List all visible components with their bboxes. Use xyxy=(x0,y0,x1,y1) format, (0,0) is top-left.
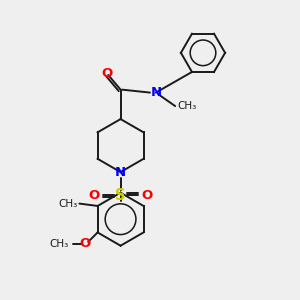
Text: CH₃: CH₃ xyxy=(58,199,78,208)
Text: O: O xyxy=(101,67,112,80)
Text: N: N xyxy=(150,86,161,99)
Text: S: S xyxy=(115,188,126,202)
Text: O: O xyxy=(79,237,90,250)
Text: O: O xyxy=(88,188,100,202)
Text: CH₃: CH₃ xyxy=(178,101,197,111)
Text: N: N xyxy=(115,166,126,178)
Text: CH₃: CH₃ xyxy=(50,238,69,249)
Text: O: O xyxy=(141,188,153,202)
